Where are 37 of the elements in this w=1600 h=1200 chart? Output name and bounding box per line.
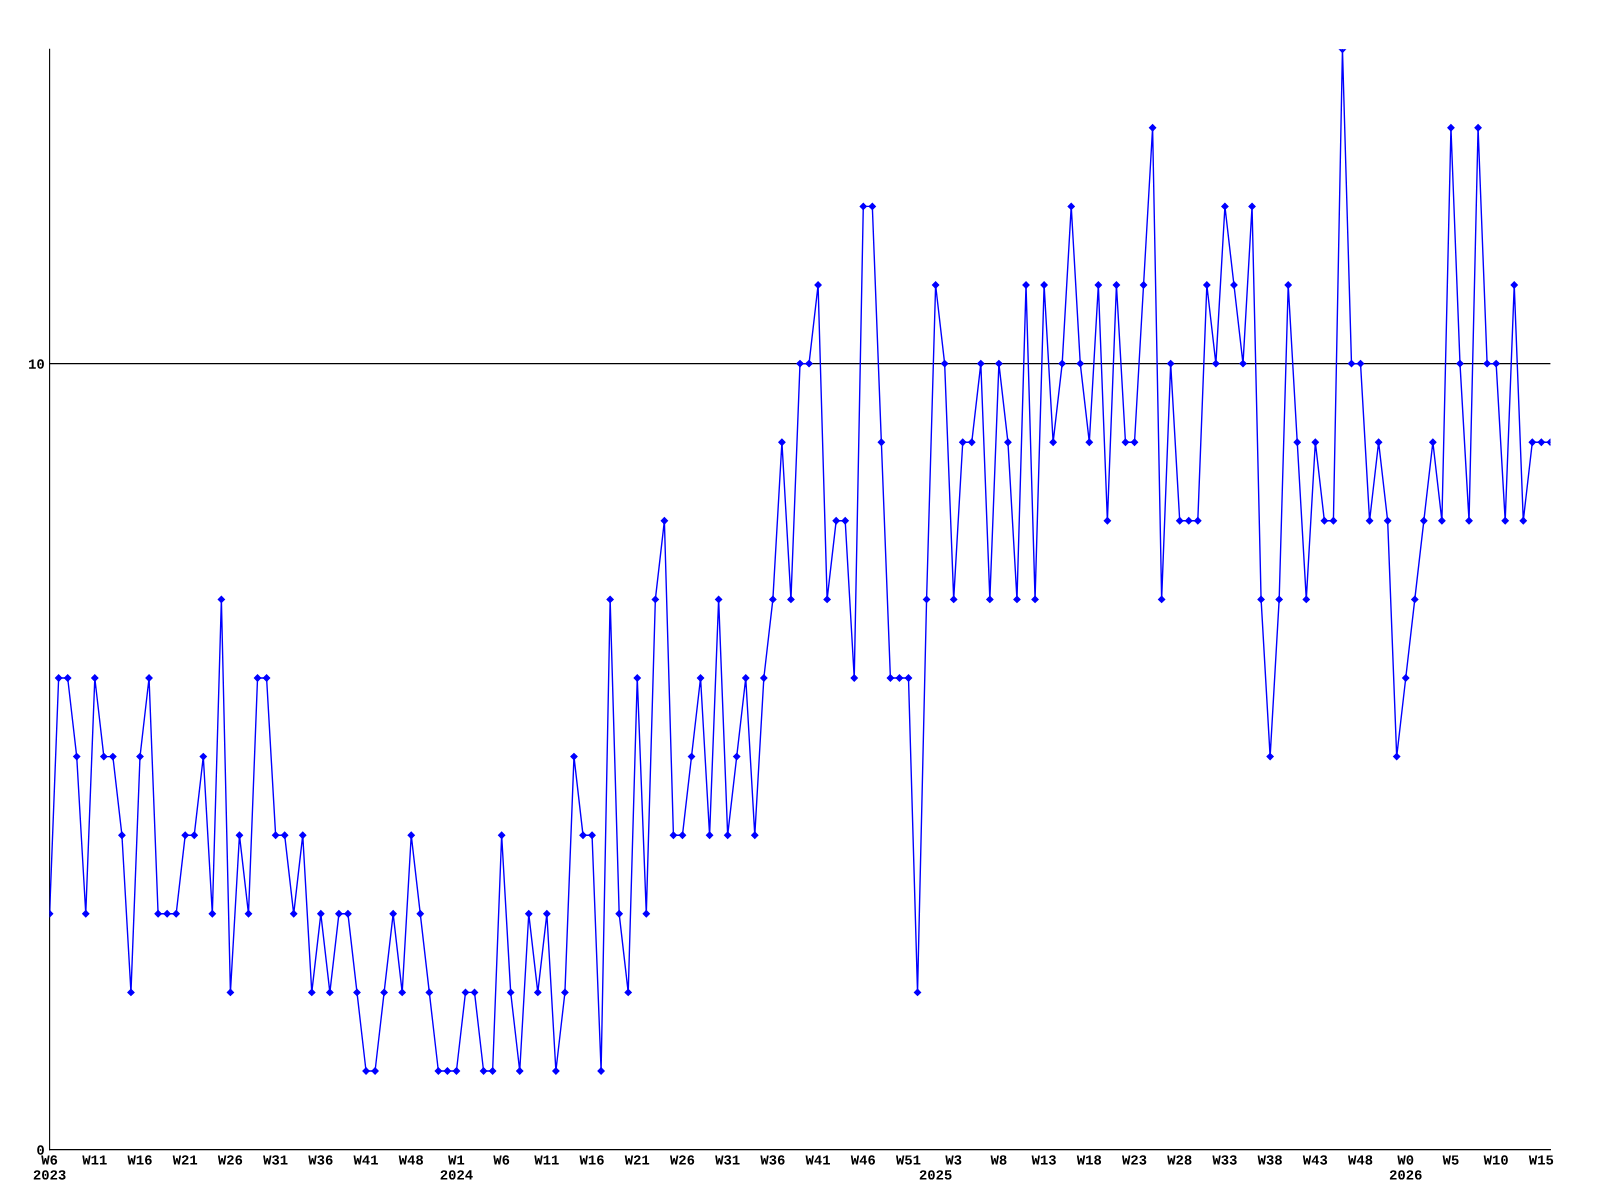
y-tick-label: 0	[37, 1145, 44, 1155]
x-tick-label: W6	[493, 1155, 510, 1165]
x-tick-label: 2025	[919, 1170, 952, 1180]
x-tick-label: W5	[1442, 1155, 1459, 1165]
x-tick-label: W11	[82, 1155, 107, 1165]
x-tick-label: W31	[263, 1155, 288, 1165]
x-tick-label: W41	[805, 1155, 830, 1165]
x-tick-label: W43	[1302, 1155, 1328, 1165]
x-tick-label: W48	[398, 1155, 423, 1165]
x-tick-label: W16	[579, 1155, 604, 1165]
x-tick-label: W1 2024	[440, 1155, 473, 1180]
x-tick-label: W31	[715, 1155, 740, 1165]
x-tick-label: W16	[127, 1155, 152, 1165]
x-tick-label: W36	[760, 1155, 785, 1165]
x-tick-label: W26	[669, 1155, 695, 1165]
x-tick-label: W13	[1031, 1155, 1056, 1165]
x-tick-label: W26	[217, 1155, 243, 1165]
x-tick-label: W51	[895, 1155, 921, 1165]
x-tick-label: W8	[990, 1155, 1007, 1165]
x-tick-label: W18	[1076, 1155, 1102, 1165]
x-tick-label: W15	[1528, 1155, 1554, 1165]
x-tick-label: W41	[353, 1155, 378, 1165]
x-tick-label: W48	[1348, 1155, 1373, 1165]
x-tick-label: W10	[1483, 1155, 1508, 1165]
x-tick-label: W21	[624, 1155, 650, 1165]
x-tick-label: W28	[1167, 1155, 1192, 1165]
x-tick-label: W3	[945, 1155, 962, 1165]
x-tick-label: W0 2026	[1389, 1155, 1422, 1180]
x-tick-label: W46	[850, 1155, 876, 1165]
y-tick-label: 10	[29, 359, 44, 369]
x-tick-label: W6 2023	[33, 1155, 66, 1180]
x-tick-label: W36	[308, 1155, 333, 1165]
x-tick-label: W23	[1122, 1155, 1147, 1165]
x-tick-label: W38	[1257, 1155, 1282, 1165]
x-tick-label: W11	[534, 1155, 559, 1165]
x-tick-label: W21	[172, 1155, 198, 1165]
x-tick-label: W33	[1212, 1155, 1237, 1165]
